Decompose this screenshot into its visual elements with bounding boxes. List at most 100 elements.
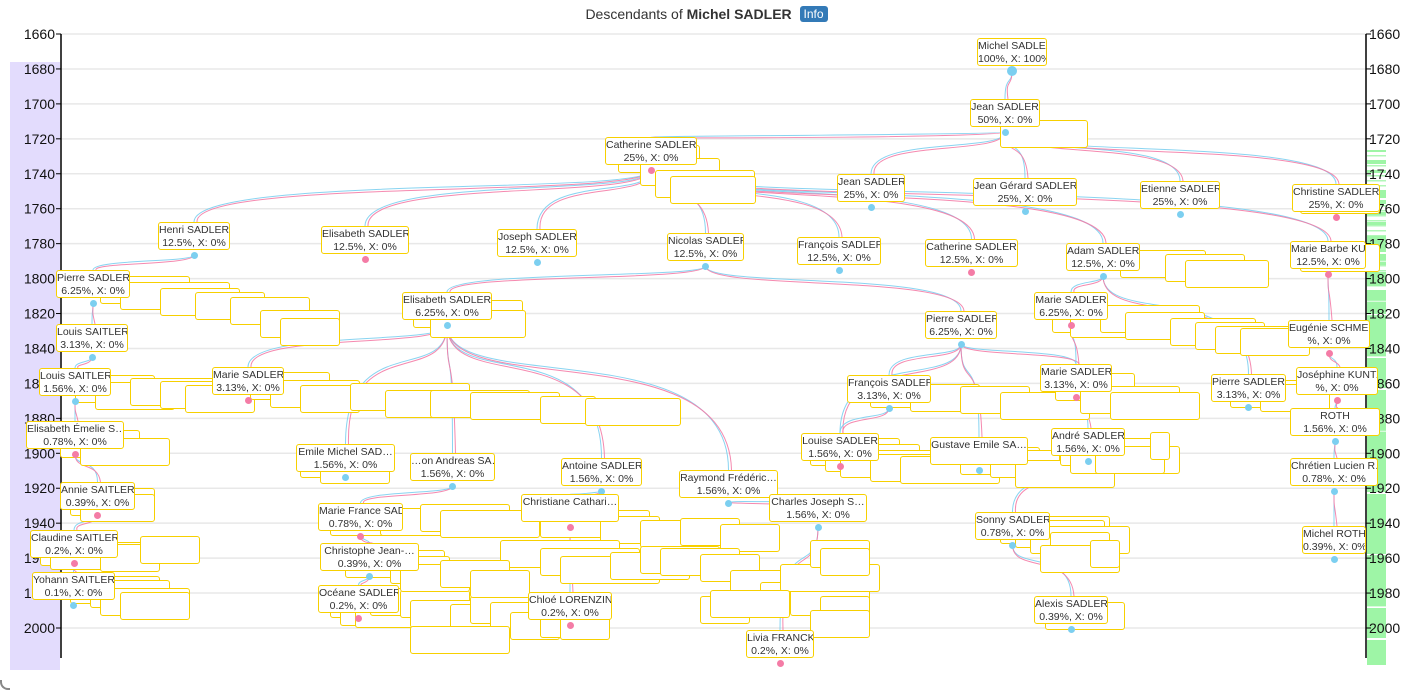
person-box[interactable]: Annie SAITLER 0.39%, X: 0% (60, 482, 135, 510)
male-node-dot[interactable] (443, 321, 451, 329)
info-button[interactable]: Info (799, 6, 828, 22)
female-node-dot[interactable] (361, 255, 369, 263)
male-node-dot[interactable] (1245, 403, 1252, 411)
female-node-dot[interactable] (776, 659, 784, 667)
person-box[interactable]: André SADLER 1.56%, X: 0% (1051, 428, 1125, 456)
person-box[interactable]: Océane SADLER 0.2%, X: 0% (318, 585, 399, 613)
male-node-dot[interactable] (1007, 66, 1017, 76)
person-box[interactable]: Chrétien Lucien R… 0.78%, X: 0% (1290, 458, 1378, 486)
resize-handle[interactable] (0, 680, 10, 690)
female-node-dot[interactable] (1324, 270, 1332, 278)
person-box[interactable]: Louise SADLER 1.56%, X: 0% (801, 433, 879, 461)
person-box[interactable]: …on Andreas SA… 1.56%, X: 0% (410, 453, 495, 481)
female-node-dot[interactable] (1325, 349, 1333, 357)
person-box[interactable]: Henri SADLER 12.5%, X: 0% (158, 222, 230, 250)
person-box[interactable]: Eugénie SCHMEI…%, X: 0% (1288, 320, 1370, 348)
male-node-dot[interactable] (1084, 457, 1092, 465)
overlapped-person-box[interactable] (1090, 540, 1120, 568)
male-node-dot[interactable] (1330, 555, 1338, 563)
male-node-dot[interactable] (885, 404, 893, 412)
overlapped-person-box[interactable] (470, 570, 530, 598)
person-box[interactable]: Elisabeth SADLER 6.25%, X: 0% (402, 292, 492, 320)
male-node-dot[interactable] (1330, 487, 1338, 495)
person-box[interactable]: Pierre SADLER 6.25%, X: 0% (925, 311, 997, 339)
person-box[interactable]: Emile Michel SAD… 1.56%, X: 0% (296, 444, 395, 472)
person-box[interactable]: François SADLER 12.5%, X: 0% (797, 237, 881, 265)
female-node-dot[interactable] (71, 450, 79, 458)
female-node-dot[interactable] (968, 268, 975, 276)
male-node-dot[interactable] (89, 299, 97, 307)
overlapped-person-box[interactable] (120, 592, 190, 620)
male-node-dot[interactable] (702, 262, 709, 270)
female-node-dot[interactable] (1072, 393, 1080, 401)
female-node-dot[interactable] (70, 559, 78, 567)
overlapped-person-box[interactable] (1150, 432, 1170, 460)
male-node-dot[interactable] (71, 397, 79, 405)
person-box[interactable]: Chloé LORENZINI 0.2%, X: 0% (528, 592, 612, 620)
person-box[interactable]: Antoine SADLER 1.56%, X: 0% (561, 458, 642, 486)
male-node-dot[interactable] (1009, 541, 1016, 549)
male-node-dot[interactable] (1001, 128, 1009, 136)
person-box[interactable]: Joséphine KUNTZ%, X: 0% (1296, 367, 1378, 395)
person-box[interactable]: Catherine SADLER 12.5%, X: 0% (925, 239, 1018, 267)
person-box[interactable]: Marie SADLER 3.13%, X: 0% (212, 367, 284, 395)
person-box[interactable]: Elisabeth Émelie S… 0.78%, X: 0% (26, 421, 124, 449)
overlapped-person-box[interactable] (280, 318, 340, 346)
person-box[interactable]: Catherine SADLER 25%, X: 0% (605, 137, 697, 165)
male-node-dot[interactable] (342, 473, 349, 481)
person-box[interactable]: Sonny SADLER 0.78%, X: 0% (975, 512, 1050, 540)
person-box[interactable]: Louis SAITLER 3.13%, X: 0% (56, 324, 128, 352)
male-node-dot[interactable] (725, 499, 732, 507)
female-node-dot[interactable] (836, 462, 844, 470)
male-node-dot[interactable] (366, 572, 373, 580)
male-node-dot[interactable] (867, 203, 875, 211)
overlapped-person-box[interactable] (820, 548, 870, 576)
person-box[interactable]: Christiane Cathari… (521, 494, 619, 522)
male-node-dot[interactable] (1099, 272, 1107, 280)
female-node-dot[interactable] (647, 166, 655, 174)
person-box[interactable]: Christophe Jean-… 0.39%, X: 0% (320, 543, 419, 571)
overlapped-person-box[interactable] (810, 610, 870, 638)
person-box[interactable]: Jean SADLER 25%, X: 0% (837, 174, 905, 202)
female-node-dot[interactable] (355, 614, 362, 622)
overlapped-person-box[interactable] (710, 590, 790, 618)
male-node-dot[interactable] (835, 266, 843, 274)
person-box[interactable]: Charles Joseph S… 1.56%, X: 0% (769, 494, 867, 522)
male-node-dot[interactable] (88, 353, 96, 361)
overlapped-person-box[interactable] (720, 524, 780, 552)
overlapped-person-box[interactable] (140, 536, 200, 564)
overlapped-person-box[interactable] (410, 626, 510, 654)
female-node-dot[interactable] (1332, 213, 1340, 221)
person-box[interactable]: Elisabeth SADLER 12.5%, X: 0% (321, 226, 409, 254)
person-box[interactable]: Pierre SADLER 3.13%, X: 0% (1211, 374, 1286, 402)
overlapped-person-box[interactable] (1185, 260, 1269, 288)
male-node-dot[interactable] (598, 487, 605, 495)
female-node-dot[interactable] (1067, 321, 1075, 329)
person-box[interactable]: Adam SADLER 12.5%, X: 0% (1066, 243, 1140, 271)
person-box[interactable]: Nicolas SADLER 12.5%, X: 0% (667, 233, 744, 261)
person-box[interactable]: Etienne SADLER 25%, X: 0% (1140, 181, 1220, 209)
person-box[interactable]: Michel ROTH 0.39%, X: 0% (1302, 526, 1366, 554)
male-node-dot[interactable] (1176, 210, 1184, 218)
male-node-dot[interactable] (1021, 207, 1029, 215)
person-box[interactable]: François SADLER 3.13%, X: 0% (847, 375, 931, 403)
person-box[interactable]: Livia FRANCK 0.2%, X: 0% (746, 630, 814, 658)
male-node-dot[interactable] (190, 251, 198, 259)
female-node-dot[interactable] (94, 511, 101, 519)
person-box[interactable]: ROTH 1.56%, X: 0% (1290, 408, 1380, 436)
person-box[interactable]: Joseph SADLER 12.5%, X: 0% (497, 229, 577, 257)
overlapped-person-box[interactable] (585, 398, 681, 426)
overlapped-person-box[interactable] (670, 176, 756, 204)
person-box[interactable]: Michel SADLER 100%, X: 100% (977, 38, 1047, 66)
person-box[interactable]: Marie SADLER 6.25%, X: 0% (1034, 292, 1108, 320)
person-box[interactable]: Alexis SADLER 0.39%, X: 0% (1034, 596, 1108, 624)
male-node-dot[interactable] (957, 340, 965, 348)
person-box[interactable]: Christine SADLER 25%, X: 0% (1292, 184, 1380, 212)
person-box[interactable]: Marie Barbe KUHN12.5%, X: 0% (1290, 241, 1366, 269)
person-box[interactable]: Gustave Emile SA… (930, 437, 1028, 465)
person-box[interactable]: Marie France SAD…0.78%, X: 0% (318, 503, 403, 531)
person-box[interactable]: Marie SADLER 3.13%, X: 0% (1040, 364, 1112, 392)
male-node-dot[interactable] (1331, 437, 1339, 445)
person-box[interactable]: Claudine SAITLER 0.2%, X: 0% (30, 530, 118, 558)
person-box[interactable]: Jean Gérard SADLER 25%, X: 0% (973, 178, 1077, 206)
